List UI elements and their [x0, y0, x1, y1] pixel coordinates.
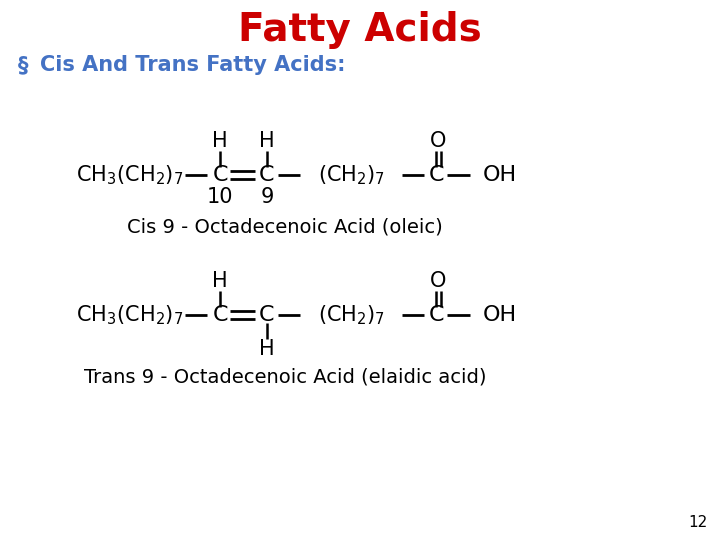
Text: OH: OH	[483, 165, 517, 185]
Text: O: O	[430, 271, 446, 291]
Text: 9: 9	[261, 187, 274, 207]
Text: C: C	[429, 165, 445, 185]
Text: H: H	[259, 131, 275, 151]
Text: C: C	[429, 305, 445, 325]
Text: Cis And Trans Fatty Acids:: Cis And Trans Fatty Acids:	[40, 55, 346, 75]
Text: OH: OH	[483, 305, 517, 325]
Text: 12: 12	[689, 515, 708, 530]
Text: 10: 10	[207, 187, 233, 207]
Text: Fatty Acids: Fatty Acids	[238, 11, 482, 49]
Text: C: C	[259, 165, 275, 185]
Text: $\mathregular{CH_3(CH_2)_7}$: $\mathregular{CH_3(CH_2)_7}$	[76, 303, 184, 327]
Text: §: §	[18, 55, 29, 75]
Text: Trans 9 - Octadecenoic Acid (elaidic acid): Trans 9 - Octadecenoic Acid (elaidic aci…	[84, 368, 486, 387]
Text: H: H	[259, 339, 275, 359]
Text: C: C	[212, 305, 228, 325]
Text: $\mathregular{(CH_2)_7}$: $\mathregular{(CH_2)_7}$	[318, 163, 385, 187]
Text: $\mathregular{(CH_2)_7}$: $\mathregular{(CH_2)_7}$	[318, 303, 385, 327]
Text: $\mathregular{CH_3(CH_2)_7}$: $\mathregular{CH_3(CH_2)_7}$	[76, 163, 184, 187]
Text: H: H	[212, 271, 228, 291]
Text: H: H	[212, 131, 228, 151]
Text: C: C	[259, 305, 275, 325]
Text: O: O	[430, 131, 446, 151]
Text: C: C	[212, 165, 228, 185]
Text: Cis 9 - Octadecenoic Acid (oleic): Cis 9 - Octadecenoic Acid (oleic)	[127, 218, 443, 237]
